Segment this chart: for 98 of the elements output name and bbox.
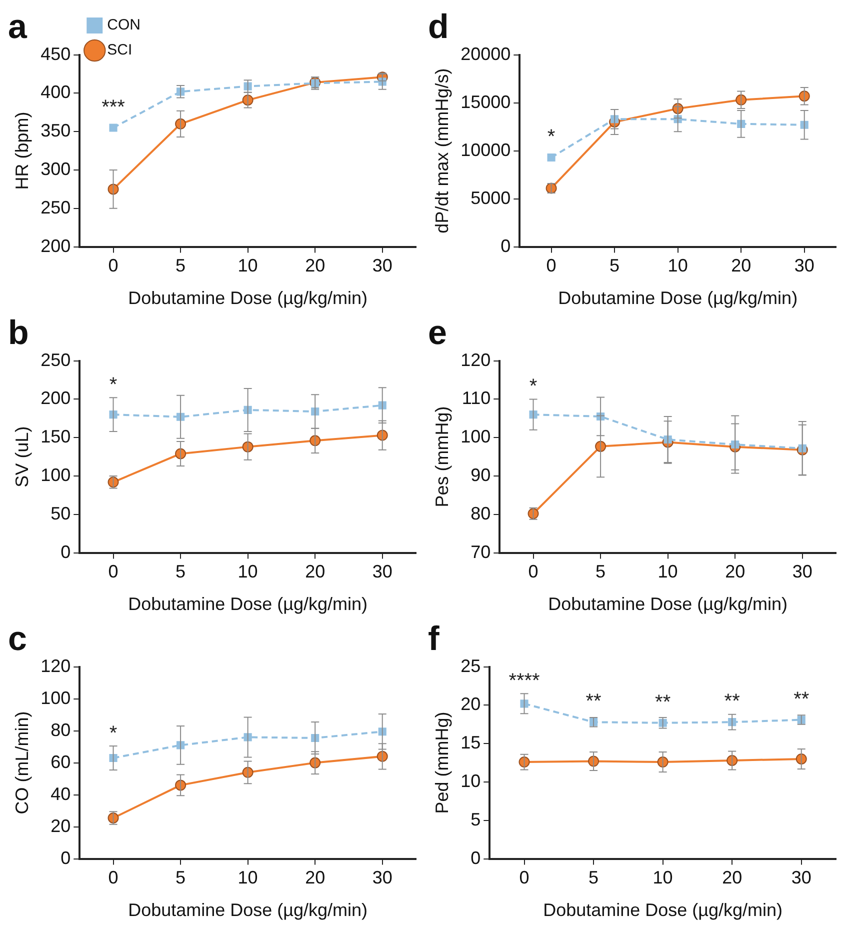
x-tick-label: 30 <box>372 562 392 582</box>
x-tick-label: 5 <box>176 256 186 276</box>
y-tick-label: 120 <box>460 350 491 370</box>
x-tick-label: 0 <box>108 868 118 888</box>
x-tick-label: 10 <box>238 256 258 276</box>
x-axis-title: Dobutamine Dose (µg/kg/min) <box>128 594 368 614</box>
y-tick-label: 0 <box>60 542 71 562</box>
x-tick-label: 20 <box>731 256 752 276</box>
y-tick-label: 300 <box>40 158 71 179</box>
y-tick-label: 200 <box>40 388 71 408</box>
y-tick-label: 200 <box>40 236 71 256</box>
y-tick-label: 80 <box>470 503 491 524</box>
annotation: ** <box>794 688 810 710</box>
x-axis-title: Dobutamine Dose (µg/kg/min) <box>128 288 368 308</box>
y-axis-title: HR (bpm) <box>12 112 32 190</box>
x-tick-label: 30 <box>791 868 812 888</box>
annotation: ** <box>724 690 740 713</box>
x-tick-label: 0 <box>519 868 530 888</box>
x-tick-label: 20 <box>305 256 326 276</box>
x-tick-label: 20 <box>722 868 742 888</box>
x-tick-label: 10 <box>652 868 673 888</box>
chart-title: c <box>8 620 27 658</box>
x-tick-label: 30 <box>794 256 814 276</box>
y-tick-label: 10 <box>460 770 481 791</box>
y-tick-label: 100 <box>40 688 71 708</box>
y-tick-label: 20 <box>460 694 481 714</box>
y-tick-label: 5 <box>470 809 481 830</box>
y-axis-title: Ped (mmHg) <box>432 712 452 814</box>
y-tick-label: 0 <box>470 848 481 868</box>
x-tick-label: 10 <box>238 562 258 582</box>
legend-label: CON <box>107 16 140 34</box>
y-tick-label: 15000 <box>460 92 511 112</box>
y-axis-title: dP/dt max (mmHg/s) <box>432 68 452 234</box>
x-tick-label: 5 <box>610 256 620 276</box>
point <box>547 153 556 162</box>
y-tick-label: 250 <box>40 350 71 370</box>
x-tick-label: 0 <box>108 562 118 582</box>
annotation: * <box>547 126 556 148</box>
y-tick-label: 80 <box>50 720 71 740</box>
y-tick-label: 25 <box>460 656 481 676</box>
y-tick-label: 150 <box>40 426 71 447</box>
annotation: ** <box>586 690 602 713</box>
y-tick-label: 0 <box>500 236 511 256</box>
x-axis-title: Dobutamine Dose (µg/kg/min) <box>548 594 788 614</box>
x-tick-label: 5 <box>176 562 186 582</box>
x-tick-label: 5 <box>588 868 599 888</box>
legend-label: SCI <box>107 42 132 59</box>
y-tick-label: 20000 <box>460 44 511 64</box>
y-tick-label: 100 <box>40 464 71 485</box>
x-tick-label: 20 <box>725 562 746 582</box>
y-tick-label: 450 <box>40 44 71 64</box>
y-axis-title: SV (uL) <box>12 426 32 488</box>
y-tick-label: 350 <box>40 120 71 141</box>
x-axis-title: Dobutamine Dose (µg/kg/min) <box>128 900 368 920</box>
y-axis-title: CO (mL/min) <box>12 711 32 814</box>
x-tick-label: 30 <box>792 562 812 582</box>
x-tick-label: 20 <box>305 868 326 888</box>
y-tick-label: 100 <box>460 426 491 447</box>
chart-title: e <box>428 314 447 352</box>
x-tick-label: 0 <box>108 256 118 276</box>
y-tick-label: 250 <box>40 197 71 218</box>
y-tick-label: 40 <box>50 784 71 804</box>
x-tick-label: 0 <box>546 256 556 276</box>
y-tick-label: 70 <box>470 542 491 562</box>
x-tick-label: 30 <box>372 868 392 888</box>
chart-title: b <box>8 314 29 352</box>
chart-title: d <box>428 8 449 46</box>
x-axis-title: Dobutamine Dose (µg/kg/min) <box>558 288 798 308</box>
annotation: **** <box>508 670 540 692</box>
y-tick-label: 10000 <box>460 140 511 160</box>
y-tick-label: 5000 <box>470 188 511 208</box>
x-tick-label: 10 <box>658 562 678 582</box>
chart-title: f <box>428 620 440 658</box>
y-tick-label: 90 <box>470 464 491 485</box>
x-tick-label: 10 <box>238 868 258 888</box>
y-tick-label: 400 <box>40 82 71 102</box>
y-tick-label: 60 <box>50 752 71 772</box>
x-tick-label: 0 <box>528 562 538 582</box>
x-tick-label: 30 <box>372 256 392 276</box>
x-tick-label: 10 <box>668 256 688 276</box>
x-axis-title: Dobutamine Dose (µg/kg/min) <box>543 900 783 920</box>
x-tick-label: 20 <box>305 562 326 582</box>
y-tick-label: 0 <box>60 848 71 868</box>
annotation: * <box>109 722 118 745</box>
annotation: *** <box>102 96 126 118</box>
y-tick-label: 120 <box>40 656 71 676</box>
annotation: * <box>529 376 538 398</box>
y-axis-title: Pes (mmHg) <box>432 406 452 508</box>
y-tick-label: 15 <box>460 732 481 753</box>
annotation: ** <box>655 691 671 714</box>
annotation: * <box>109 374 118 396</box>
x-tick-label: 5 <box>596 562 606 582</box>
chart-title: a <box>8 8 28 46</box>
point <box>109 124 118 132</box>
y-tick-label: 110 <box>462 388 491 408</box>
y-tick-label: 50 <box>50 503 71 524</box>
y-tick-label: 20 <box>50 816 71 836</box>
x-tick-label: 5 <box>176 868 186 888</box>
